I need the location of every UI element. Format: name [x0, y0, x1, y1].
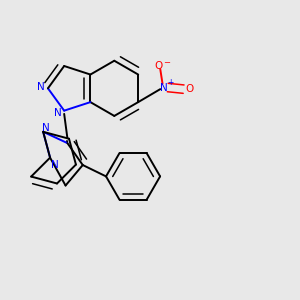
Text: N: N [51, 160, 59, 170]
Text: N: N [42, 123, 50, 133]
Text: +: + [167, 79, 174, 88]
Text: −: − [163, 58, 170, 67]
Text: N: N [37, 82, 45, 92]
Text: O: O [185, 84, 194, 94]
Text: N: N [54, 108, 62, 118]
Text: N: N [160, 82, 167, 92]
Text: O: O [154, 61, 163, 71]
